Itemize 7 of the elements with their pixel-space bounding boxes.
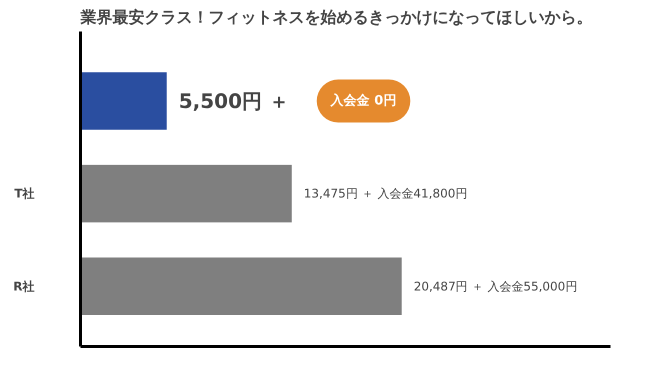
y-tick-label: T社 (14, 186, 34, 201)
data-label: 20,487円 ＋ 入会金55,000円 (414, 279, 578, 294)
data-label: 5,500円 ＋ (178, 88, 289, 113)
data-label: 13,475円 ＋ 入会金41,800円 (304, 186, 468, 201)
annotation: 入会金 0円 (330, 92, 396, 108)
chart-title: 業界最安クラス！フィットネスを始めるきっかけになってほしいから。 (80, 8, 592, 26)
y-tick-label: R社 (13, 279, 35, 294)
